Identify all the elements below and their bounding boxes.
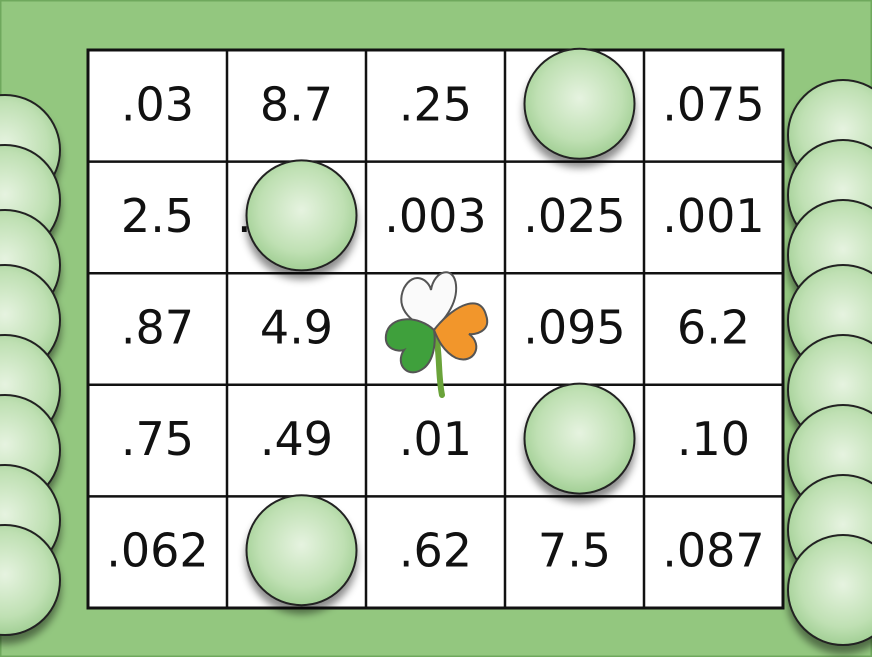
spare-chips-right (787, 79, 872, 646)
chip (245, 494, 358, 607)
cell-value: .01 (399, 412, 472, 466)
cell-value: .062 (106, 524, 208, 578)
cell-value: .095 (523, 301, 625, 355)
cell-value: .75 (121, 412, 194, 466)
cell-value: 6.2 (677, 301, 750, 355)
cell-value: 7.5 (538, 524, 611, 578)
cell-value: .075 (662, 77, 764, 131)
cell-value: 8.7 (260, 77, 333, 131)
chip (523, 47, 636, 160)
cell-value: .62 (399, 524, 472, 578)
cell-value: .001 (662, 189, 764, 243)
cell-value: .10 (677, 412, 750, 466)
cell-value: .49 (260, 412, 333, 466)
chip (523, 382, 636, 495)
cell-value: .25 (399, 77, 472, 131)
cell-value: .03 (121, 77, 194, 131)
shamrock (384, 271, 489, 398)
cell-value: .003 (384, 189, 486, 243)
grid (88, 50, 783, 608)
cell-value: .087 (662, 524, 764, 578)
cell-value: .025 (523, 189, 625, 243)
cell-value: 2.5 (121, 189, 194, 243)
chip (245, 159, 358, 272)
cell-value: 4.9 (260, 301, 333, 355)
spare-chips-left (0, 94, 61, 636)
cell-value: .87 (121, 301, 194, 355)
